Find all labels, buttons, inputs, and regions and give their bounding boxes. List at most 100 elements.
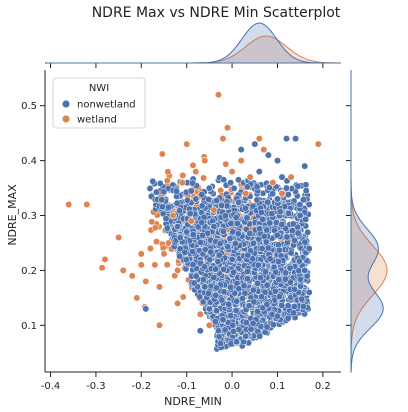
nonwetland-density-point [187, 187, 195, 195]
nonwetland-density-point [231, 240, 239, 247]
wetland-point [101, 255, 109, 264]
nonwetland-density-point [243, 183, 251, 191]
nonwetland-density-point [249, 286, 257, 294]
nonwetland-density-point [229, 321, 237, 329]
nonwetland-density-point [263, 281, 271, 289]
nonwetland-density-point [272, 268, 280, 276]
nonwetland-density-point [156, 179, 164, 187]
x-tick-label: -0.1 [177, 381, 197, 392]
nonwetland-density-point [224, 243, 232, 251]
wetland-density-point [98, 264, 106, 272]
wetland-density-point [158, 150, 166, 158]
nonwetland-point [301, 266, 309, 275]
nonwetland-density-point [299, 303, 307, 310]
nonwetland-density-point [249, 319, 257, 327]
nonwetland-density-point [240, 282, 248, 290]
nonwetland-density-point [199, 298, 207, 306]
nonwetland-density-point [229, 327, 237, 335]
plot-area [65, 91, 322, 353]
nonwetland-density-point [205, 195, 213, 203]
wetland-point [214, 91, 223, 99]
nonwetland-density-point [182, 256, 190, 264]
wetland-point [278, 189, 286, 198]
nonwetland-density-point [275, 276, 283, 284]
y-tick-label: 0.3 [21, 211, 37, 222]
nonwetland-density-point [257, 274, 264, 282]
nonwetland-density-point [190, 279, 198, 287]
nonwetland-density-point [263, 226, 271, 234]
wetland-point [178, 179, 186, 187]
nonwetland-density-point [217, 340, 224, 348]
nonwetland-density-point [244, 251, 252, 259]
nonwetland-density-point [276, 208, 284, 216]
top-kde-nonwetland [46, 22, 341, 64]
nonwetland-density-point [207, 248, 215, 256]
nonwetland-density-point [286, 264, 294, 272]
nonwetland-point [296, 211, 304, 220]
nonwetland-point [251, 140, 259, 148]
wetland-density-point [164, 168, 172, 176]
nonwetland-density-point [233, 297, 241, 305]
nonwetland-density-point [263, 301, 271, 308]
nonwetland-density-point [244, 267, 252, 275]
chart-title: NDRE Max vs NDRE Min Scatterplot [92, 5, 341, 21]
nonwetland-density-point [262, 268, 270, 276]
nonwetland-point [273, 195, 282, 203]
wetland-point [160, 250, 168, 258]
wetland-density-point [153, 238, 160, 246]
nonwetland-density-point [227, 220, 235, 227]
nonwetland-density-point [204, 289, 212, 297]
wetland-point [228, 168, 236, 176]
wetland-point [137, 250, 145, 258]
nonwetland-point [233, 338, 241, 346]
x-tick-label: 0.0 [224, 381, 240, 392]
nonwetland-point [305, 288, 313, 297]
nonwetland-density-point [281, 275, 289, 283]
nonwetland-density-point [290, 309, 297, 317]
nonwetland-density-point [284, 302, 292, 310]
wetland-point [242, 189, 250, 198]
nonwetland-density-point [196, 293, 204, 301]
nonwetland-density-point [278, 301, 286, 309]
nonwetland-density-point [214, 258, 222, 266]
nonwetland-density-point [242, 319, 250, 326]
nonwetland-density-point [210, 274, 218, 282]
nonwetland-density-point [212, 284, 220, 292]
nonwetland-density-point [289, 220, 297, 228]
nonwetland-density-point [245, 302, 253, 310]
nonwetland-density-point [291, 285, 299, 293]
wetland-point [219, 135, 227, 143]
nonwetland-density-point [233, 219, 241, 227]
nonwetland-density-point [222, 212, 229, 220]
nonwetland-density-point [263, 323, 271, 331]
wetland-point [192, 168, 200, 176]
y-tick-label: 0.4 [21, 156, 37, 167]
nonwetland-point [282, 184, 291, 192]
nonwetland-density-point [197, 238, 204, 246]
wetland-density-point [163, 261, 171, 269]
nonwetland-density-point [290, 302, 298, 310]
legend-title: NWI [89, 83, 109, 94]
nonwetland-density-point [254, 261, 262, 269]
nonwetland-density-point [199, 276, 207, 284]
nonwetland-density-point [254, 279, 262, 287]
x-axis-label: NDRE_MIN [164, 395, 222, 408]
nonwetland-density-point [247, 325, 255, 333]
nonwetland-density-point [198, 219, 206, 226]
nonwetland-density-point [176, 207, 184, 215]
wetland-point [146, 244, 154, 253]
wetland-density-point [222, 160, 230, 168]
nonwetland-density-point [192, 272, 200, 280]
nonwetland-density-point [278, 221, 286, 228]
nonwetland-point [282, 135, 291, 143]
nonwetland-point [201, 283, 209, 291]
nonwetland-point [242, 332, 250, 340]
nonwetland-point [305, 244, 313, 253]
nonwetland-density-point [220, 288, 228, 296]
series-wetland [65, 91, 322, 329]
nonwetland-density-point [286, 278, 294, 286]
right-kde-nonwetland [350, 70, 384, 373]
wetland-point [196, 310, 204, 318]
wetland-point [83, 200, 91, 209]
wetland-density-point [163, 177, 171, 185]
